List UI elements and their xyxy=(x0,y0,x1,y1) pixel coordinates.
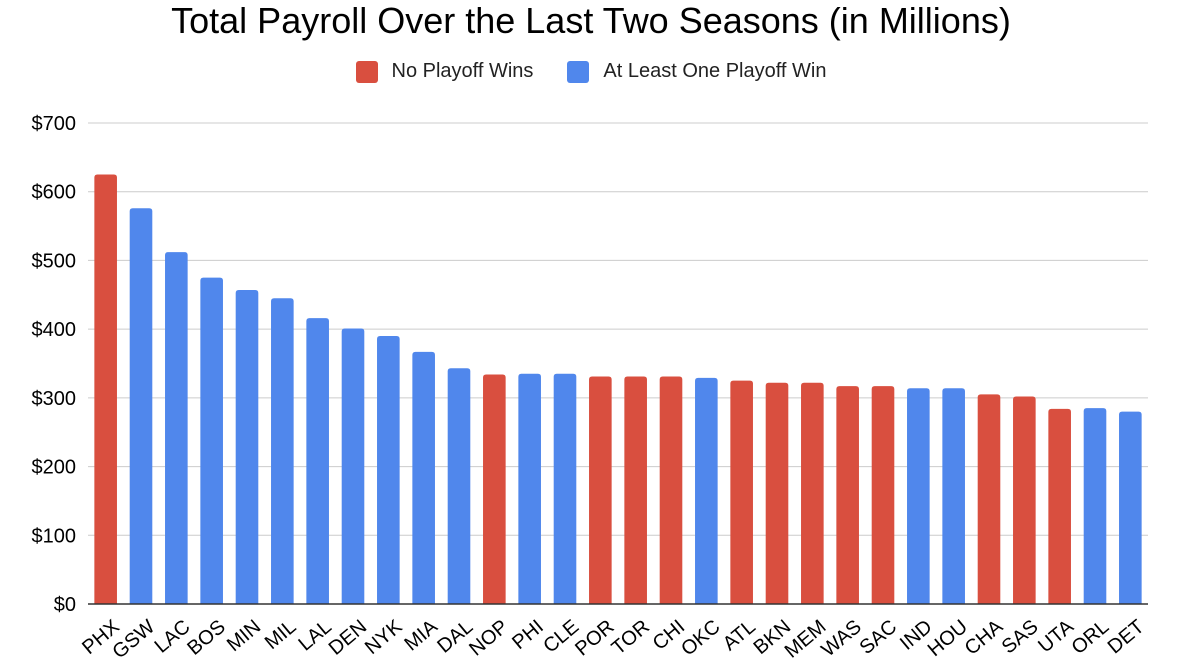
x-tick-label: TOR xyxy=(608,616,654,660)
legend-swatch-no-playoff-wins xyxy=(355,60,378,83)
bar-uta xyxy=(1048,408,1071,604)
bar-mil xyxy=(271,298,294,604)
y-tick-label: $100 xyxy=(32,525,77,547)
bar-chi xyxy=(659,376,683,604)
x-tick-label: MIN xyxy=(223,616,265,656)
bar-mem xyxy=(801,382,824,604)
x-tick-label: UTA xyxy=(1034,615,1078,657)
bar-lac xyxy=(165,252,188,604)
x-tick-label: SAS xyxy=(998,616,1043,659)
y-tick-label: $300 xyxy=(32,388,77,410)
x-tick-label: BOS xyxy=(183,616,230,660)
legend-item-playoff-win: At Least One Playoff Win xyxy=(567,60,826,83)
legend-item-no-playoff-wins: No Playoff Wins xyxy=(355,60,534,83)
bar-ind xyxy=(907,388,930,604)
x-tick-label: CHA xyxy=(961,615,1008,659)
bar-cle xyxy=(553,373,577,604)
x-tick-label: LAC xyxy=(151,616,195,658)
x-tick-label: ATL xyxy=(719,616,760,655)
bar-nop xyxy=(483,374,506,604)
x-tick-label: MIA xyxy=(400,615,442,655)
bar-mia xyxy=(412,351,435,604)
bar-bos xyxy=(200,277,223,604)
bar-okc xyxy=(695,377,718,604)
chart-title: Total Payroll Over the Last Two Seasons … xyxy=(171,0,1011,41)
x-tick-label: PHI xyxy=(508,616,548,654)
bar-sas xyxy=(1013,396,1036,604)
bar-orl xyxy=(1083,408,1107,604)
bar-atl xyxy=(730,380,753,604)
bar-dal xyxy=(447,368,471,604)
x-tick-label: MIL xyxy=(261,616,301,654)
bar-phx xyxy=(94,174,117,605)
legend-swatch-playoff-win xyxy=(567,60,590,83)
bar-gsw xyxy=(129,208,153,604)
x-tick-label: ORL xyxy=(1068,616,1114,659)
bar-nyk xyxy=(377,336,400,604)
bar-min xyxy=(235,289,259,604)
x-tick-label: DET xyxy=(1104,616,1149,659)
bar-phi xyxy=(518,373,541,604)
bar-lal xyxy=(306,318,329,604)
x-tick-label: OKC xyxy=(677,616,724,661)
y-tick-label: $400 xyxy=(32,319,77,341)
bar-den xyxy=(341,328,365,604)
y-tick-label: $700 xyxy=(32,113,77,135)
y-tick-label: $600 xyxy=(32,182,77,204)
y-tick-label: $0 xyxy=(54,594,76,616)
y-tick-label: $200 xyxy=(32,457,77,479)
y-tick-label: $500 xyxy=(32,250,77,272)
bar-por xyxy=(589,376,612,604)
bar-was xyxy=(836,386,859,604)
bar-tor xyxy=(624,376,647,604)
x-tick-label: SAC xyxy=(856,616,902,659)
bar-bkn xyxy=(765,382,789,604)
legend-label-no-playoff-wins: No Playoff Wins xyxy=(391,60,534,82)
bar-sac xyxy=(871,386,895,604)
legend: No Playoff Wins At Least One Playoff Win xyxy=(0,60,1182,83)
x-tick-label: DEN xyxy=(325,616,371,660)
bar-det xyxy=(1119,411,1142,604)
x-tick-label: POR xyxy=(571,616,618,661)
bar-cha xyxy=(977,394,1001,604)
legend-label-playoff-win: At Least One Playoff Win xyxy=(603,60,827,82)
bar-hou xyxy=(942,388,965,604)
x-tick-label: NOP xyxy=(465,616,512,661)
x-tick-label: NYK xyxy=(361,615,407,659)
